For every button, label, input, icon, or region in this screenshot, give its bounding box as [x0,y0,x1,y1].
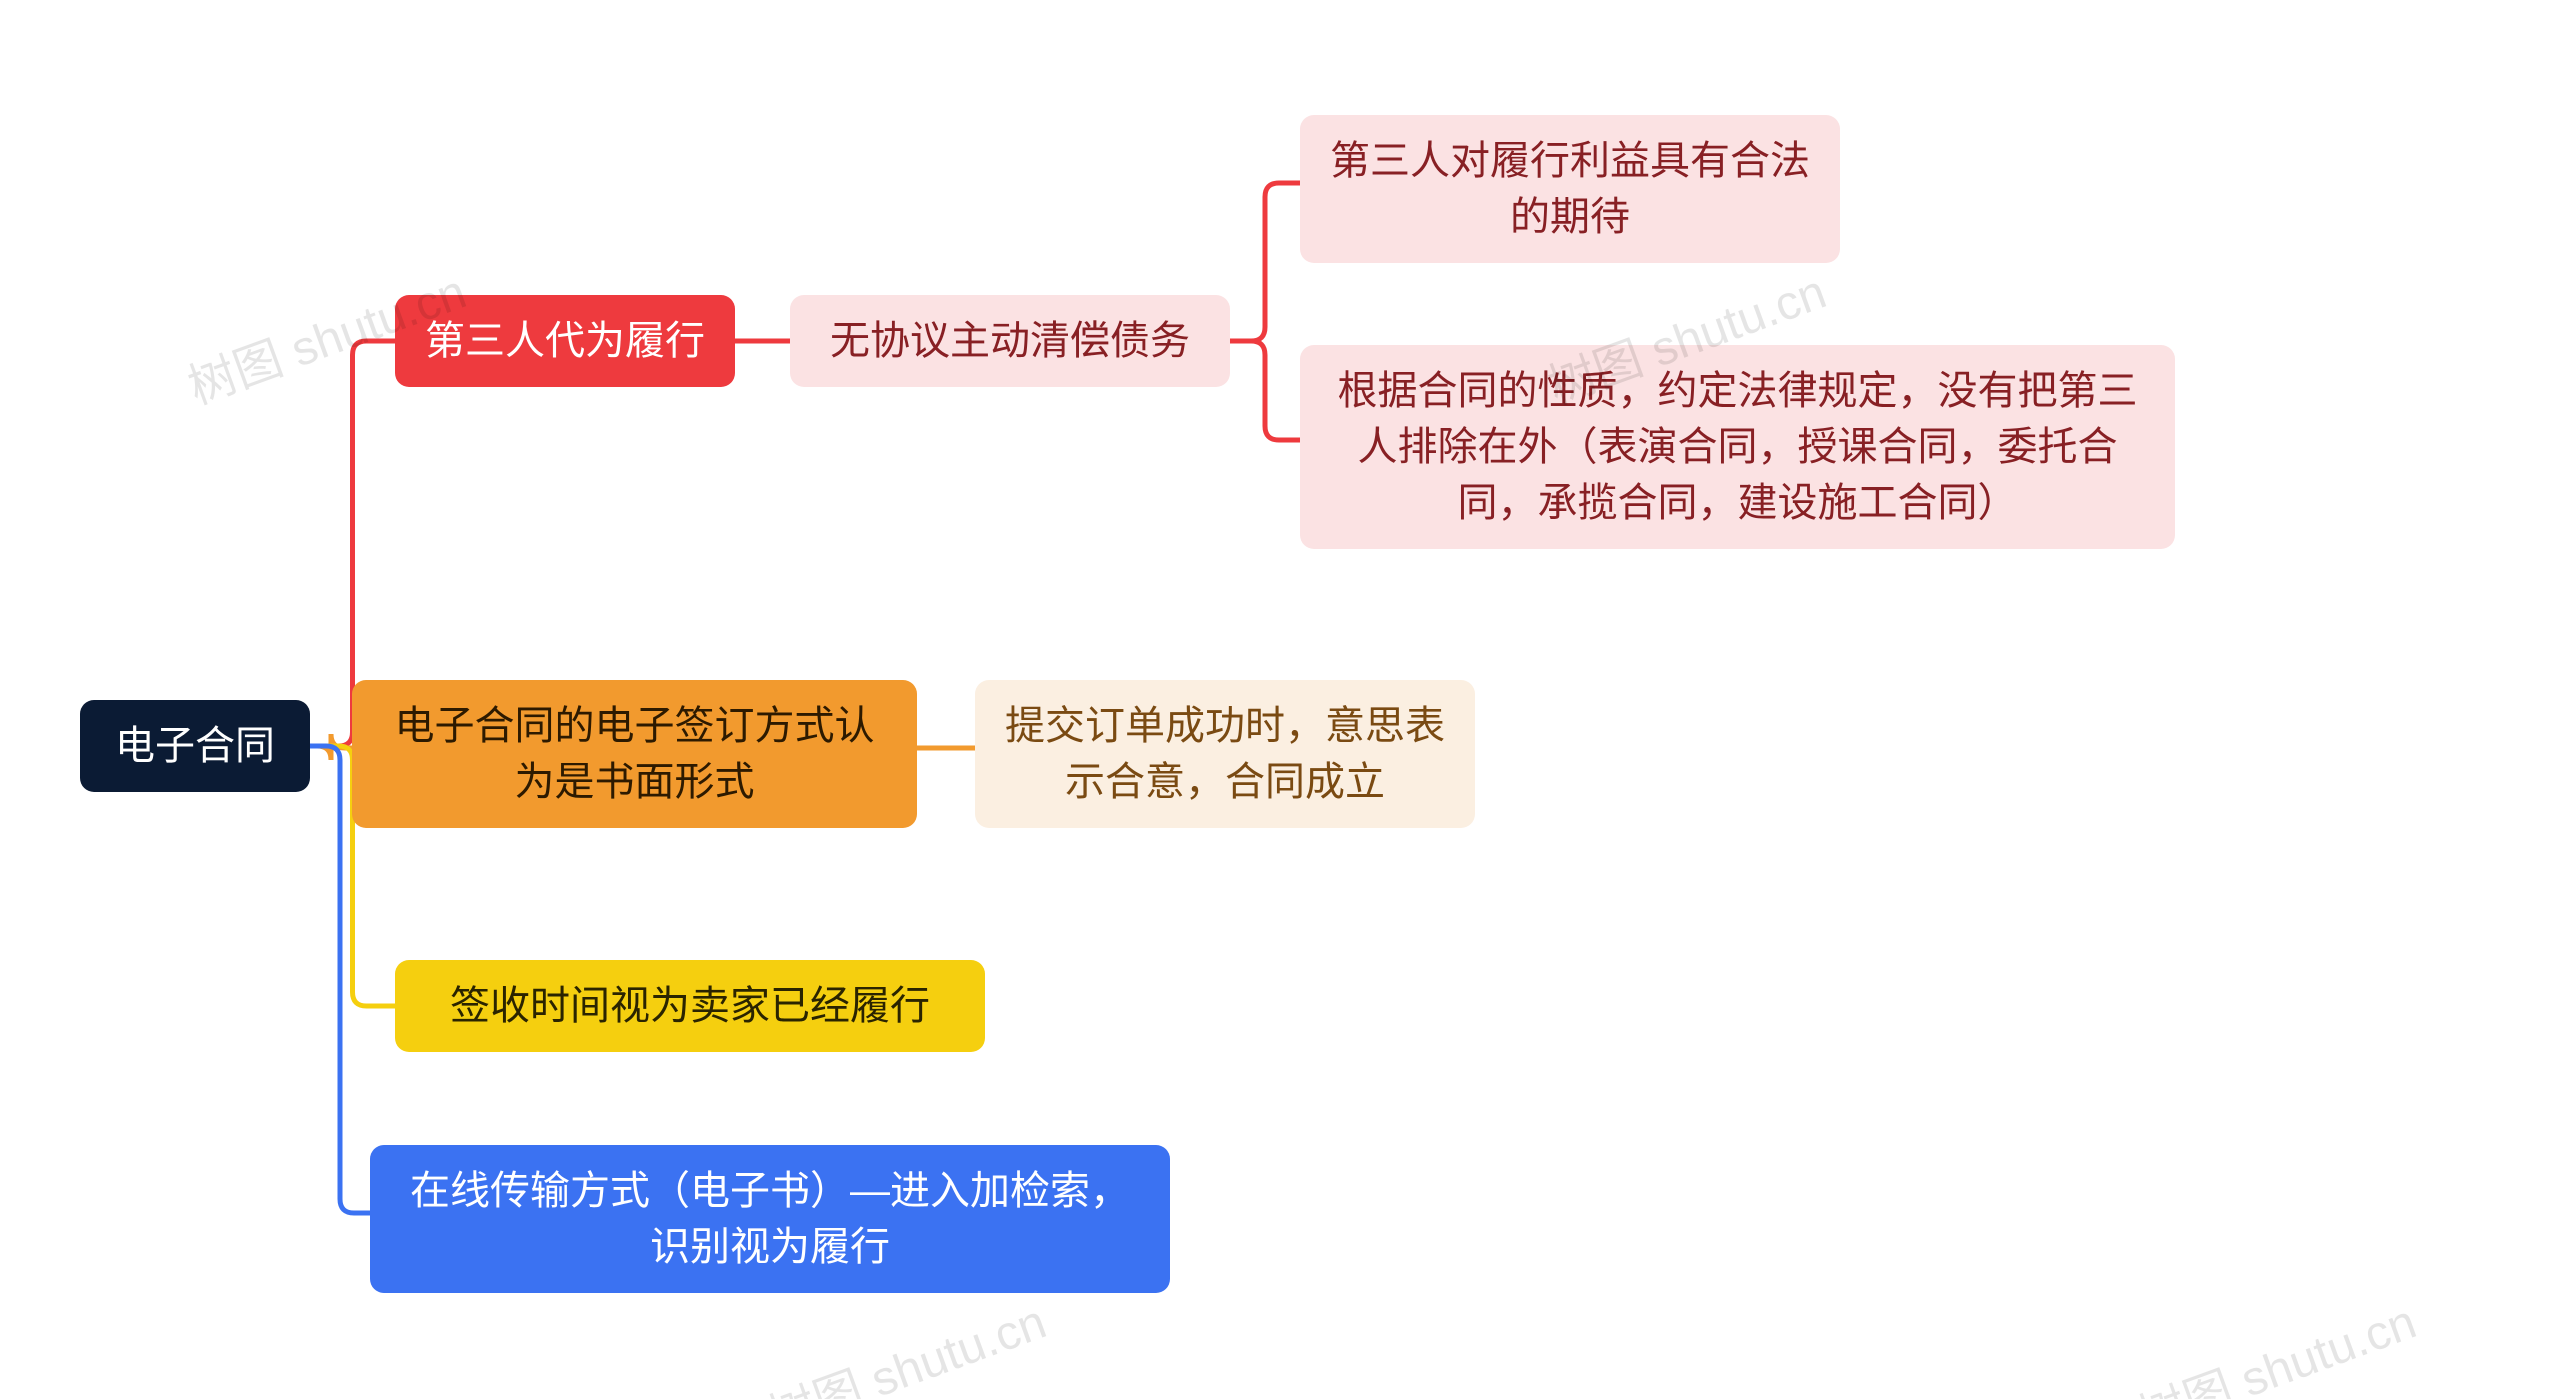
leaf-no-agreement-repay: 无协议主动清偿债务 [790,295,1230,387]
leaf-legitimate-expectation: 第三人对履行利益具有合法的期待 [1300,115,1840,263]
watermark: 树图 shutu.cn [757,1282,1054,1399]
leaf-order-submit-label: 提交订单成功时，意思表示合意，合同成立 [1001,698,1449,810]
branch-receipt-time-label: 签收时间视为卖家已经履行 [450,978,930,1034]
branch-online-transfer-label: 在线传输方式（电子书）—进入加检索，识别视为履行 [396,1163,1144,1275]
leaf-no-agreement-repay-label: 无协议主动清偿债务 [830,313,1190,369]
branch-esign-label: 电子合同的电子签订方式认为是书面形式 [378,698,891,810]
connector [1230,341,1300,440]
branch-receipt-time: 签收时间视为卖家已经履行 [395,960,985,1052]
watermark: 树图 shutu.cn [2127,1282,2424,1399]
leaf-order-submit: 提交订单成功时，意思表示合意，合同成立 [975,680,1475,828]
branch-online-transfer: 在线传输方式（电子书）—进入加检索，识别视为履行 [370,1145,1170,1293]
root-node: 电子合同 [80,700,310,792]
branch-third-party-label: 第三人代为履行 [425,313,705,369]
leaf-contract-nature: 根据合同的性质，约定法律规定，没有把第三人排除在外（表演合同，授课合同，委托合同… [1300,345,2175,549]
leaf-contract-nature-label: 根据合同的性质，约定法律规定，没有把第三人排除在外（表演合同，授课合同，委托合同… [1326,363,2149,531]
branch-third-party: 第三人代为履行 [395,295,735,387]
branch-esign: 电子合同的电子签订方式认为是书面形式 [352,680,917,828]
connector [310,734,352,760]
connector [1230,183,1300,341]
leaf-legitimate-expectation-label: 第三人对履行利益具有合法的期待 [1326,133,1814,245]
root-label: 电子合同 [115,718,275,774]
